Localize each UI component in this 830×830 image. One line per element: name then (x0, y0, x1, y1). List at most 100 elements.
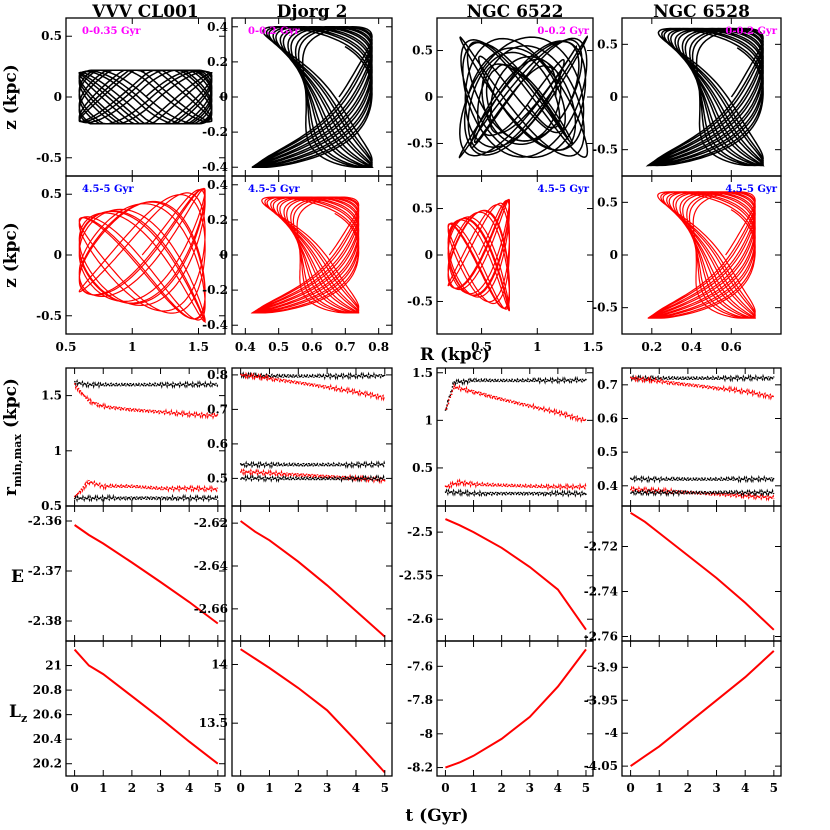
panel-column-2: NGC 6522 -0.5 0 0.5 0-0.2 Gyr -0.5 0 0.5 0.5 1 1.5… (399, 2, 604, 795)
orbit-trajectory (251, 26, 374, 168)
z-tick-label: -0.5 (36, 151, 62, 165)
panel-frame (621, 367, 782, 507)
z-tick-label: 0.5 (412, 44, 433, 58)
Lz_panel: -3.9 -3.95 -4 -4.05 0 1 2 3 4 5 (584, 640, 782, 795)
t-tick-label: 1 (655, 781, 663, 795)
r-tick-label: 1.5 (188, 340, 209, 354)
panel-frame (621, 505, 782, 642)
y-tick-label: -8 (420, 727, 433, 741)
r-tick-label: 0.4 (681, 340, 702, 354)
z-tick-label: -0.5 (407, 294, 433, 308)
panel-frame (65, 367, 226, 507)
z-axis-label: z (kpc) (1, 64, 21, 130)
r-series-line (444, 375, 587, 411)
y-tick-label: -2.72 (584, 540, 618, 554)
r-series-line (239, 474, 386, 483)
orbit-trajectory (447, 198, 510, 312)
orbit_bottom-panel: -0.4 -0.2 0 0.2 0.4 0.4 0.5 0.6 0.7 0.8 4.5-5 Gyr (202, 175, 393, 354)
orbit-trajectory (250, 196, 360, 314)
t-tick-label: 2 (294, 781, 302, 795)
z-tick-label: 0 (425, 90, 433, 104)
interval-label: 4.5-5 Gyr (725, 184, 777, 195)
orbit-trajectory (78, 69, 213, 125)
orbit_top-panel: -0.5 0 0.5 0-0.35 Gyr (36, 17, 226, 177)
r-tick-label: 0.6 (721, 340, 742, 354)
t-tick-label: 4 (185, 781, 193, 795)
z-tick-label: 0.5 (597, 37, 618, 51)
E_panel-line (445, 518, 587, 631)
t-tick-label: 3 (323, 781, 331, 795)
y-tick-label: -2.64 (194, 559, 228, 573)
r_panel: 0.4 0.5 0.6 0.7 (597, 367, 782, 507)
orbit_top-panel: -0.5 0 0.5 0-0.2 Gyr (592, 17, 782, 177)
r-tick-label: 0.5 (471, 340, 492, 354)
rminmax-symbol: r (1, 486, 21, 496)
Lz_panel: 20.2 20.4 20.6 20.8 21 0 1 2 3 4 5 (33, 640, 226, 795)
E_panel: -2.62 -2.64 -2.66 (194, 505, 393, 642)
t-tick-label: 2 (497, 781, 505, 795)
t-tick-label: 0 (70, 781, 78, 795)
panel-column-3: NGC 6528-0.500.50-0.2 Gyr-0.500.50.2 0.4 0… (584, 2, 782, 795)
y-tick-label: -2.36 (28, 514, 62, 528)
E_panel: -2.5 -2.55 -2.6 (399, 505, 594, 642)
z-tick-label: -0.5 (36, 309, 62, 323)
z-tick-label: 0 (220, 248, 228, 262)
r-tick-label: 0.8 (368, 340, 389, 354)
y-tick-label: -2.6 (407, 612, 433, 626)
panel-frame (231, 367, 393, 507)
t-tick-label: 4 (352, 781, 360, 795)
y-tick-label: 14 (211, 657, 228, 671)
E_panel: -2.72 -2.74 -2.76 (584, 505, 782, 644)
z-tick-label: 0.5 (597, 195, 618, 209)
y-tick-label: 0.5 (597, 445, 618, 459)
y-tick-label: -4 (605, 726, 618, 740)
orbit_bottom-panel: -0.5 0 0.5 0.2 0.4 0.6 4.5-5 Gyr (592, 175, 782, 354)
r-series-line (629, 474, 775, 484)
Lz_panel: -7.6 -7.8 -8 -8.2 0 1 2 3 4 5 (407, 640, 594, 795)
rminmax-axis-label: rmin,max (kpc) (1, 378, 24, 496)
Lz_panel-line (240, 648, 386, 774)
t-tick-label: 0 (236, 781, 244, 795)
r-tick-label: 0.5 (56, 340, 77, 354)
t-tick-label: 1 (265, 781, 273, 795)
r-tick-label: 1.5 (583, 340, 604, 354)
r-tick-label: 0.7 (335, 340, 356, 354)
energy-axis-label: E (11, 567, 24, 587)
z-axis-label: z (kpc) (1, 222, 21, 288)
r-series-line (239, 460, 386, 470)
r-series-line (444, 488, 587, 499)
r-series-line (73, 493, 219, 503)
z-tick-label: 0.5 (41, 187, 62, 201)
y-tick-label: 20.8 (33, 683, 62, 697)
orbit-trajectory (645, 27, 765, 167)
orbit-trajectory (458, 35, 589, 159)
z-tick-label: -0.5 (407, 136, 433, 150)
y-tick-label: -7.8 (407, 693, 433, 707)
y-tick-label: 0.7 (597, 378, 618, 392)
r-series-line (629, 488, 775, 498)
z-tick-label: 0.2 (207, 55, 228, 69)
t-tick-label: 3 (526, 781, 534, 795)
t-tick-label: 1 (99, 781, 107, 795)
z-tick-label: -0.4 (202, 160, 228, 174)
t-tick-label: 4 (741, 781, 749, 795)
t-tick-label: 1 (469, 781, 477, 795)
y-tick-label: -8.2 (407, 761, 433, 775)
z-tick-label: -0.5 (592, 301, 618, 315)
t-tick-label: 3 (712, 781, 720, 795)
r-tick-label: 0.6 (302, 340, 323, 354)
Lz_panel: 13.5 14 0 1 2 3 4 5 (199, 640, 393, 795)
y-tick-label: -7.6 (407, 659, 433, 673)
y-tick-label: -2.74 (584, 585, 618, 599)
y-tick-label: -2.66 (194, 602, 228, 616)
t-tick-label: 0 (626, 781, 634, 795)
y-tick-label: 0.5 (412, 461, 433, 475)
panel-column-0: VVV CL001 -0.5 0 0.5 0-0.35 Gyr -0.5 0 0.5 0.5 1 1… (28, 2, 226, 795)
r-series-line (73, 382, 219, 420)
interval-label: 0-0.2 Gyr (537, 26, 589, 37)
y-tick-label: 1 (425, 413, 433, 427)
z-tick-label: -0.2 (202, 125, 228, 139)
y-tick-label: 20.6 (33, 708, 62, 722)
y-tick-label: 0.5 (41, 499, 62, 513)
t-tick-label: 2 (128, 781, 136, 795)
